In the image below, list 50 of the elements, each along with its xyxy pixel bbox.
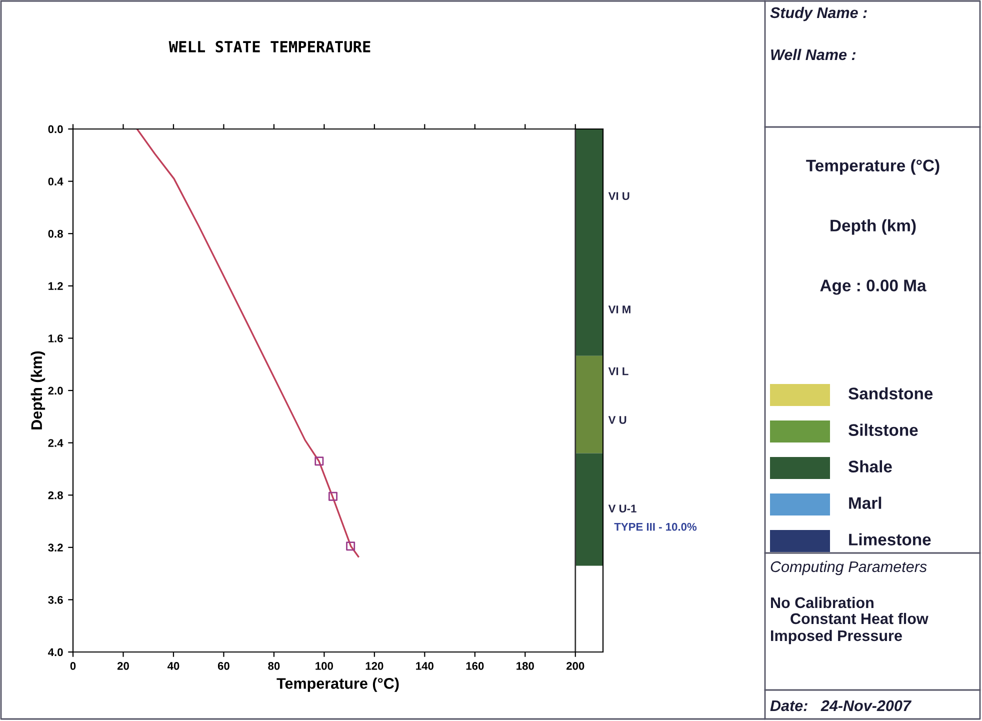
text: No Calibration [771, 596, 874, 608]
y-tick-label: 4.0 [48, 648, 63, 656]
y-tick-label: 0.8 [48, 230, 63, 238]
category-label: Sandstone [848, 387, 933, 400]
x-tick-label: 0 [70, 662, 76, 670]
text: Imposed Pressure [771, 630, 902, 644]
annotation: TYPE III - 10.0% [614, 522, 697, 531]
category-label: Marl [849, 496, 882, 509]
text: Date: 24-Nov-2007 [770, 700, 912, 712]
point [314, 456, 324, 466]
point [346, 542, 356, 551]
y-axis-title: Depth (km) [30, 351, 46, 430]
y-tick-label: 2.0 [48, 386, 63, 395]
y-tick-label: 2.4 [48, 439, 64, 447]
x-tick-label: 80 [268, 662, 280, 670]
band-label: VI U [608, 192, 630, 200]
band-label: VI L [608, 367, 628, 376]
x-tick-label: 40 [167, 662, 180, 670]
band-label: VI M [608, 306, 630, 314]
category-label: Shale [848, 460, 892, 472]
text: Study Name : [770, 6, 867, 22]
text: Well Name : [771, 48, 856, 60]
text: Computing Parameters [770, 560, 927, 576]
point [328, 492, 338, 501]
x-tick-label: 120 [366, 662, 384, 670]
text: Depth (km) [830, 219, 916, 235]
category-label: Siltstone [848, 424, 918, 436]
y-tick-label: 2.8 [48, 491, 63, 500]
text: Temperature (°C) [806, 159, 940, 175]
x-tick-label: 100 [316, 662, 333, 670]
band-label: V U-1 [608, 504, 636, 512]
x-tick-label: 60 [218, 662, 230, 670]
y-tick-label: 0.0 [48, 125, 63, 134]
text: Constant Heat flow [790, 612, 928, 624]
y-tick-label: 1.6 [48, 334, 63, 342]
y-tick-label: 0.4 [48, 178, 64, 186]
y-tick-label: 3.6 [48, 596, 63, 604]
y-tick-label: 1.2 [48, 282, 63, 290]
x-tick-label: 20 [117, 662, 129, 670]
x-tick-label: 200 [566, 662, 584, 670]
x-axis-title: Temperature (°C) [276, 678, 399, 692]
chart-title: WELL STATE TEMPERATURE [168, 40, 370, 52]
x-tick-label: 140 [416, 662, 434, 670]
y-tick-label: 3.2 [48, 544, 63, 552]
band-label: V U [608, 416, 626, 424]
category-label: Limestone [849, 533, 931, 546]
x-tick-label: 180 [516, 662, 534, 670]
line-series [136, 129, 360, 558]
x-tick-label: 160 [466, 662, 484, 670]
text: Age : 0.00 Ma [820, 280, 926, 295]
